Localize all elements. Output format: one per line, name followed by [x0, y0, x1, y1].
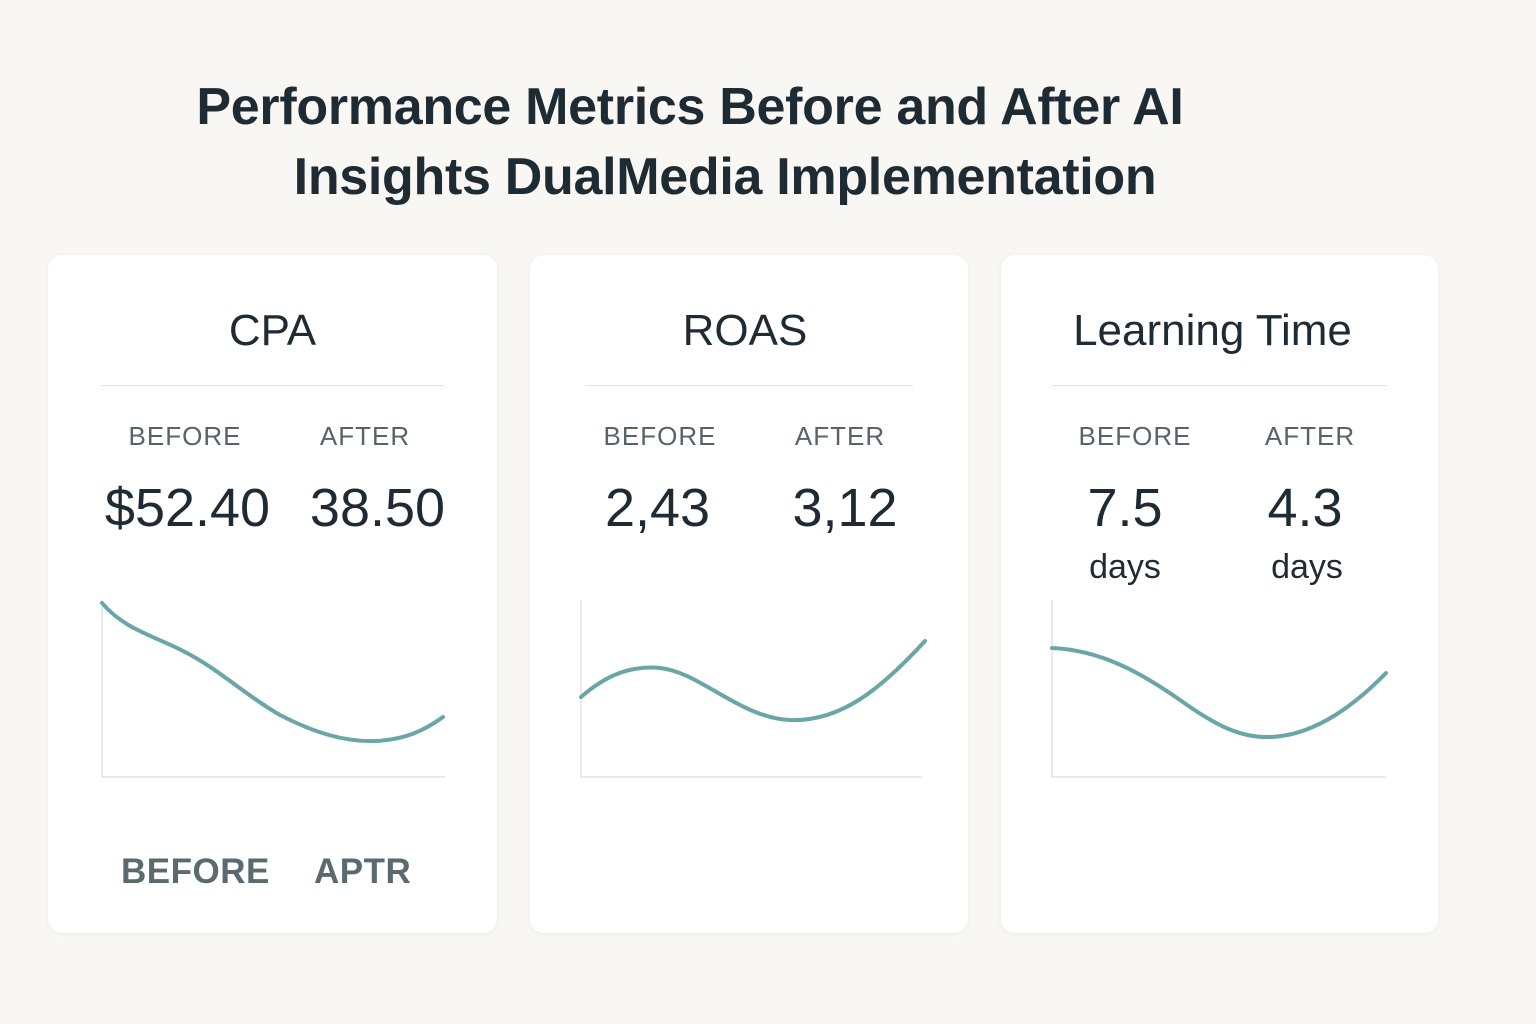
- page-title: Performance Metrics Before and After AI …: [90, 72, 1290, 212]
- before-label: BEFORE: [603, 421, 717, 451]
- card-title: CPA: [228, 306, 317, 355]
- cpa-trend-line: [100, 601, 445, 744]
- before-label: BEFORE: [128, 421, 242, 451]
- before-value: 7.5: [1087, 478, 1163, 538]
- before-unit: days: [1089, 548, 1161, 586]
- after-unit: days: [1271, 548, 1343, 586]
- before-label: BEFORE: [1078, 421, 1192, 451]
- title-line-2: Insights DualMedia Implementation: [293, 148, 1157, 206]
- after-label: AFTER: [1264, 421, 1356, 451]
- card-title: Learning Time: [1073, 306, 1352, 355]
- roas-trend-line: [579, 639, 927, 723]
- card-learning-time: [1001, 255, 1438, 933]
- card-cpa: [48, 255, 497, 933]
- after-value: 4.3: [1267, 478, 1343, 538]
- card-title: ROAS: [682, 306, 808, 355]
- title-line-1: Performance Metrics Before and After AI: [196, 78, 1184, 136]
- after-label: AFTER: [794, 421, 886, 451]
- before-value: 2,43: [604, 478, 711, 538]
- divider: [585, 385, 913, 386]
- divider: [101, 385, 444, 386]
- divider: [1052, 385, 1387, 386]
- after-label: AFTER: [319, 421, 411, 451]
- after-value: 3,12: [792, 478, 898, 538]
- learning-time-trend-line: [1050, 646, 1388, 740]
- footer-after-label: APTR: [314, 852, 412, 891]
- learning-time-axes: [1051, 600, 1386, 778]
- footer-before-label: BEFORE: [121, 852, 270, 891]
- cpa-axes: [101, 600, 445, 778]
- roas-axes: [580, 600, 922, 778]
- after-value: 38.50: [309, 478, 446, 538]
- card-roas: [530, 255, 968, 933]
- before-value: $52.40: [104, 478, 271, 538]
